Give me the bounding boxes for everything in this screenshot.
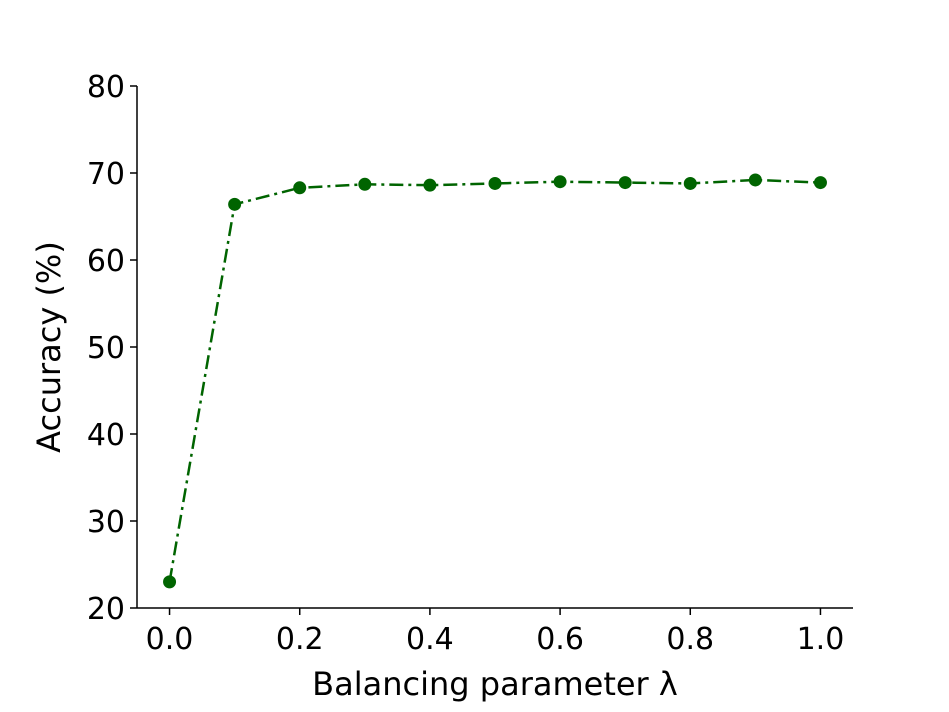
x-tick-label: 0.2 [276, 622, 324, 657]
series-layer [163, 173, 827, 589]
axes [136, 86, 853, 609]
y-tick-label: 40 [87, 418, 125, 453]
data-point [618, 176, 632, 190]
y-tick-label: 80 [87, 70, 125, 105]
data-point [163, 575, 177, 589]
x-tick-label: 0.0 [146, 622, 194, 657]
data-point [423, 178, 437, 192]
data-point [488, 176, 502, 190]
x-tick-label: 0.6 [536, 622, 584, 657]
y-ticks: 20 30 40 50 60 70 80 [87, 70, 137, 627]
data-point [293, 181, 307, 195]
data-point [358, 177, 372, 191]
data-point [683, 176, 697, 190]
x-tick-label: 1.0 [797, 622, 845, 657]
y-tick-label: 60 [87, 244, 125, 279]
x-ticks: 0.0 0.2 0.4 0.6 0.8 1.0 [146, 608, 845, 657]
data-point [553, 175, 567, 189]
x-tick-label: 0.4 [406, 622, 454, 657]
y-tick-label: 70 [87, 157, 125, 192]
series-line [168, 178, 821, 583]
y-tick-label: 50 [87, 331, 125, 366]
data-point [813, 176, 827, 190]
x-axis-title: Balancing parameter λ [312, 665, 678, 703]
y-tick-label: 20 [87, 592, 125, 627]
x-tick-label: 0.8 [666, 622, 714, 657]
y-axis-title: Accuracy (%) [30, 241, 68, 453]
y-tick-label: 30 [87, 505, 125, 540]
data-point [228, 197, 242, 211]
data-point [748, 173, 762, 187]
